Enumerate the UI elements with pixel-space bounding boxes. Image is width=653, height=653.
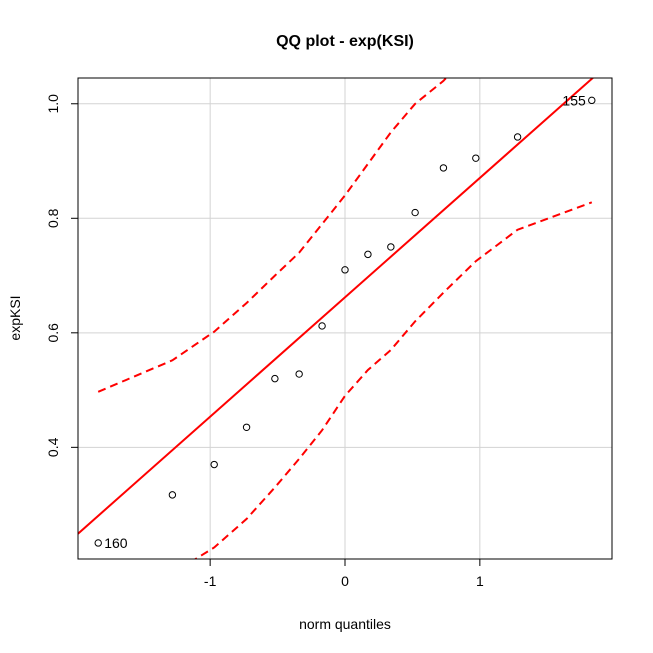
y-axis: 0.4 0.6 0.8 1.0 — [45, 94, 78, 457]
point-labels: 160 155 — [104, 92, 586, 551]
data-point — [411, 208, 419, 217]
reference-line — [78, 78, 595, 535]
x-tick-label: -1 — [204, 573, 217, 589]
y-tick-label: 0.8 — [45, 208, 61, 228]
y-tick-label: 1.0 — [45, 94, 61, 114]
data-point — [210, 460, 218, 469]
envelope-lower — [193, 201, 593, 559]
data-point — [318, 322, 326, 330]
data-point — [295, 370, 303, 378]
chart-title: QQ plot - exp(KSI) — [276, 33, 414, 50]
data-point — [387, 243, 395, 251]
y-tick-label: 0.4 — [45, 437, 61, 457]
data-point — [364, 250, 372, 259]
data-point — [341, 266, 349, 274]
data-point — [94, 539, 102, 547]
confidence-envelope — [97, 78, 593, 559]
point-label: 155 — [562, 92, 586, 108]
x-tick-label: 1 — [476, 573, 484, 589]
x-tick-label: 0 — [341, 573, 349, 589]
data-point — [439, 164, 448, 172]
data-point — [513, 133, 522, 141]
data-points — [94, 96, 596, 547]
grid — [78, 78, 612, 559]
x-axis-label: norm quantiles — [299, 616, 391, 632]
data-point — [168, 491, 177, 499]
y-tick-label: 0.6 — [45, 323, 61, 343]
data-point — [588, 96, 596, 105]
point-label: 160 — [104, 535, 128, 551]
data-point — [271, 374, 279, 383]
x-axis: -1 0 1 — [204, 559, 484, 589]
y-axis-label: expKSI — [7, 295, 23, 340]
data-point — [242, 423, 251, 431]
data-point — [472, 154, 480, 162]
envelope-upper — [97, 78, 448, 393]
reference-line-group — [78, 78, 595, 535]
